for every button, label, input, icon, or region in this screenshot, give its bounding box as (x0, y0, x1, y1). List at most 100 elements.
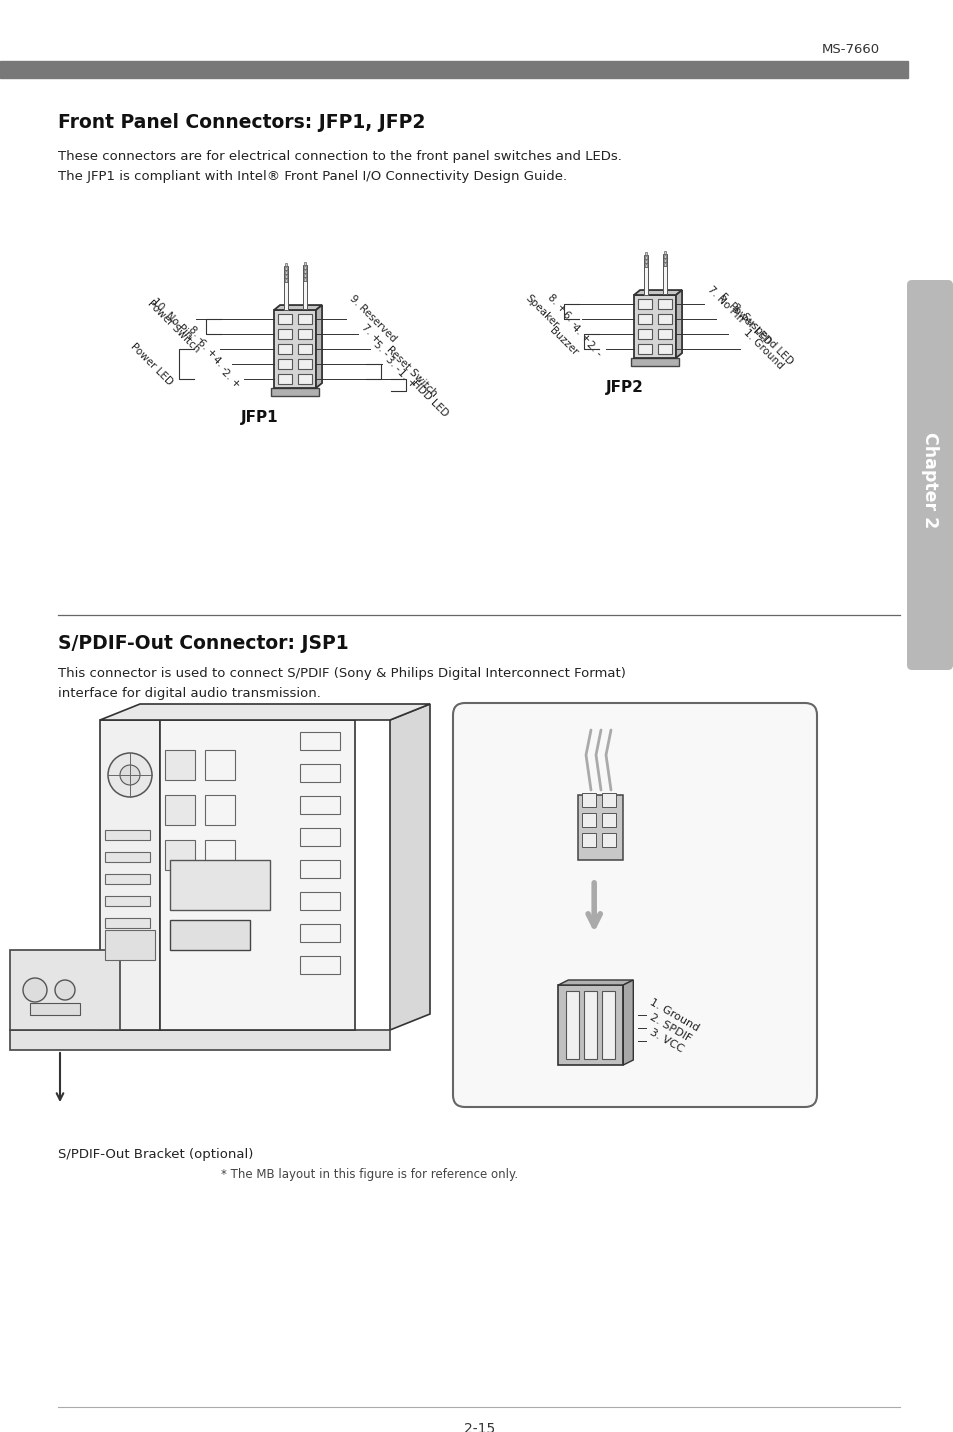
Bar (663, 259, 665, 262)
Bar (658, 314, 671, 324)
Bar (582, 833, 596, 846)
Bar (638, 344, 651, 354)
Bar (284, 271, 288, 309)
Bar (663, 262, 665, 266)
Polygon shape (274, 305, 322, 309)
Bar (662, 258, 666, 294)
Text: Reset Switch: Reset Switch (385, 344, 439, 398)
Bar (299, 796, 339, 813)
Bar (662, 266, 666, 294)
Bar (297, 374, 312, 384)
Bar (644, 263, 646, 266)
Bar (284, 279, 287, 282)
Bar (658, 299, 671, 309)
Bar (658, 344, 671, 354)
Bar (277, 329, 292, 339)
Bar (644, 261, 646, 263)
Text: Power Switch: Power Switch (146, 298, 202, 355)
Text: 3. -: 3. - (384, 355, 403, 374)
Bar (205, 795, 234, 825)
Bar (663, 251, 665, 253)
Text: 9. Reserved: 9. Reserved (348, 294, 398, 344)
Bar (277, 314, 292, 324)
Bar (105, 831, 150, 841)
Text: * The MB layout in this figure is for reference only.: * The MB layout in this figure is for re… (221, 1169, 518, 1181)
Bar (638, 299, 651, 309)
Bar (638, 314, 651, 324)
Text: 8. +: 8. + (545, 292, 567, 315)
Bar (303, 281, 307, 309)
FancyBboxPatch shape (906, 281, 952, 670)
Bar (284, 275, 287, 278)
Polygon shape (160, 720, 355, 1030)
Bar (601, 991, 615, 1060)
Bar (303, 269, 306, 272)
Bar (0, 62, 907, 77)
FancyBboxPatch shape (453, 703, 816, 1107)
Polygon shape (390, 705, 430, 1030)
Bar (165, 795, 194, 825)
Bar (299, 765, 339, 782)
Bar (105, 852, 150, 862)
Polygon shape (100, 705, 430, 720)
Bar (582, 793, 596, 808)
Polygon shape (10, 949, 120, 1030)
Text: Chapter 2: Chapter 2 (920, 432, 938, 528)
Bar (662, 253, 666, 294)
Bar (205, 750, 234, 780)
Bar (170, 861, 270, 909)
Text: interface for digital audio transmission.: interface for digital audio transmission… (58, 687, 320, 700)
Bar (284, 282, 288, 309)
Text: MS-7660: MS-7660 (821, 43, 879, 56)
Text: This connector is used to connect S/PDIF (Sony & Philips Digital Interconnect Fo: This connector is used to connect S/PDIF… (58, 667, 625, 680)
Bar (299, 861, 339, 878)
Text: S/PDIF-Out Bracket (optional): S/PDIF-Out Bracket (optional) (58, 1148, 253, 1161)
Circle shape (120, 765, 140, 785)
Text: 3. Suspend LED: 3. Suspend LED (729, 302, 794, 367)
Text: 6. +: 6. + (195, 338, 218, 361)
Bar (303, 265, 307, 309)
Bar (303, 274, 306, 276)
Bar (658, 329, 671, 339)
Circle shape (108, 753, 152, 798)
Text: Buzzer: Buzzer (547, 325, 579, 358)
Text: These connectors are for electrical connection to the front panel switches and L: These connectors are for electrical conn… (58, 150, 621, 163)
Text: 2. +: 2. + (219, 368, 242, 391)
Bar (299, 732, 339, 750)
Bar (644, 252, 646, 255)
Bar (30, 1002, 80, 1015)
Polygon shape (558, 979, 633, 985)
Bar (303, 276, 307, 309)
Text: 6. -: 6. - (560, 309, 579, 328)
Text: 4. +: 4. + (569, 322, 592, 345)
Bar (602, 793, 616, 808)
Polygon shape (634, 295, 676, 358)
Bar (205, 841, 234, 871)
Polygon shape (558, 985, 622, 1065)
Bar (583, 991, 597, 1060)
Bar (303, 272, 307, 309)
Bar (105, 929, 154, 959)
Polygon shape (622, 979, 633, 1065)
Bar (566, 991, 578, 1060)
Bar (277, 374, 292, 384)
Bar (105, 896, 150, 906)
Polygon shape (100, 720, 160, 1030)
Text: 2-15: 2-15 (464, 1422, 496, 1432)
Bar (105, 874, 150, 884)
Text: 7. No Pin: 7. No Pin (705, 284, 745, 324)
Text: 7. +: 7. + (359, 322, 382, 345)
Bar (582, 813, 596, 828)
Bar (638, 329, 651, 339)
Bar (643, 263, 647, 295)
Bar (297, 314, 312, 324)
Bar (297, 329, 312, 339)
Bar (303, 266, 306, 269)
Bar (284, 274, 288, 309)
Text: 5. -: 5. - (372, 339, 391, 358)
Polygon shape (271, 388, 318, 397)
Bar (662, 262, 666, 294)
Bar (663, 255, 665, 258)
Circle shape (23, 978, 47, 1002)
Text: Speaker: Speaker (522, 294, 559, 329)
